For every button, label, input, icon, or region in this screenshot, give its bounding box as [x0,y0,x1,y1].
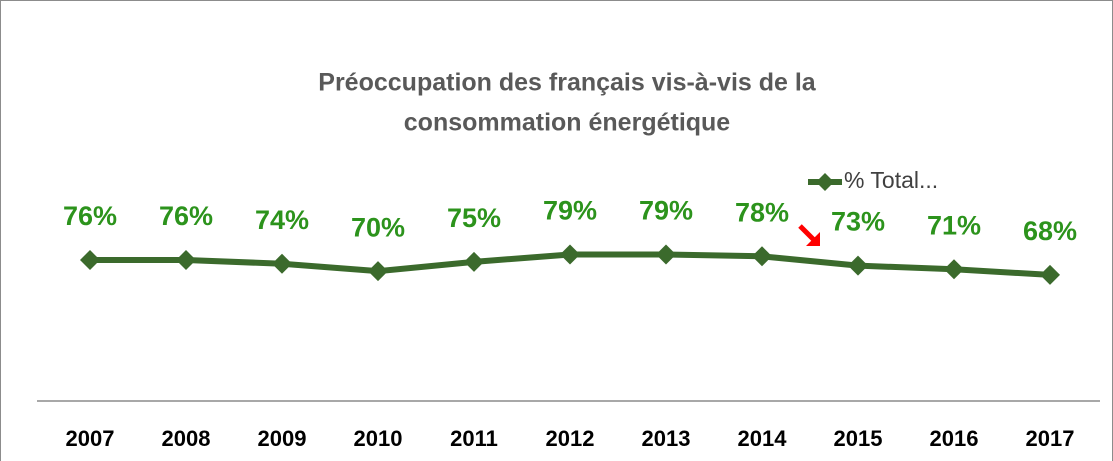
data-label: 76% [159,201,213,231]
data-point [944,259,964,280]
data-point [272,253,292,274]
data-label: 74% [255,205,309,235]
chart-title: consommation énergétique [404,109,731,137]
data-label: 78% [735,197,789,227]
x-tick-label: 2013 [642,426,691,451]
data-label: 79% [543,196,597,226]
x-tick-label: 2010 [354,426,403,451]
x-tick-label: 2014 [738,426,788,451]
data-label: 79% [639,196,693,226]
data-label: 76% [63,201,117,231]
data-point [368,261,388,282]
legend-marker [816,173,834,191]
legend-label: % Total... [844,167,938,193]
x-tick-label: 2017 [1026,426,1075,451]
x-tick-label: 2007 [66,426,115,451]
data-label: 70% [351,212,405,242]
data-point [80,250,100,271]
chart-title: Préoccupation des français vis-à-vis de … [318,69,817,97]
data-point [176,250,196,271]
data-point [464,251,484,272]
data-point [560,244,580,265]
x-tick-label: 2011 [450,426,498,451]
annotation-arrow [798,224,820,246]
data-point [1040,264,1060,285]
data-label: 75% [447,203,501,233]
x-tick-label: 2012 [546,426,595,451]
x-tick-label: 2015 [834,426,883,451]
x-tick-label: 2009 [258,426,307,451]
x-tick-label: 2016 [930,426,979,451]
data-label: 68% [1023,216,1077,246]
data-point [752,246,772,267]
x-tick-label: 2008 [162,426,211,451]
data-point [848,255,868,276]
data-point [656,244,676,265]
data-label: 73% [831,207,885,237]
data-label: 71% [927,210,981,240]
